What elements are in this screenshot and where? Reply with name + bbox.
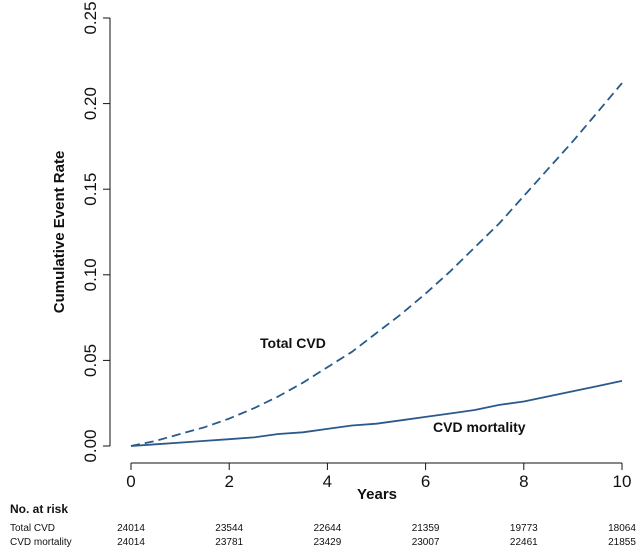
annotation-cvd-mortality: CVD mortality (433, 419, 526, 435)
risk-value-cvd-mortality: 23429 (313, 537, 341, 548)
risk-value-total-cvd: 22644 (313, 523, 341, 534)
axes: 0.00 0.05 0.10 0.15 0.20 0.25 0 2 4 6 8 10 (81, 1, 631, 491)
risk-value-total-cvd: 21359 (412, 523, 440, 534)
risk-values: 24014 23544 22644 21359 19773 18064 24014 23781… (117, 523, 636, 548)
x-tick-label: 8 (519, 472, 528, 491)
y-tick-label: 0.10 (81, 258, 100, 291)
x-tick-label: 4 (323, 472, 332, 491)
x-tick-label: 2 (224, 472, 233, 491)
x-tick-label: 6 (421, 472, 430, 491)
risk-row-label-cvd-mortality: CVD mortality (10, 537, 72, 548)
x-tick-label: 10 (613, 472, 632, 491)
risk-value-cvd-mortality: 24014 (117, 537, 145, 548)
x-axis-title: Years (357, 486, 397, 503)
series-line-cvd-mortality (130, 380, 623, 447)
risk-value-cvd-mortality: 23781 (215, 537, 243, 548)
plot-lines (130, 82, 623, 447)
risk-value-cvd-mortality: 22461 (510, 537, 538, 548)
x-ticks: 0 2 4 6 8 10 (126, 463, 631, 491)
risk-table: No. at risk Total CVD CVD mortality 2401… (10, 502, 636, 548)
y-tick-label: 0.20 (81, 87, 100, 120)
y-ticks: 0.00 0.05 0.10 0.15 0.20 0.25 (81, 1, 110, 463)
y-tick-label: 0.05 (81, 344, 100, 377)
y-tick-label: 0.25 (81, 1, 100, 34)
risk-row-label-total-cvd: Total CVD (10, 523, 55, 534)
risk-value-total-cvd: 19773 (510, 523, 538, 534)
y-tick-label: 0.00 (81, 429, 100, 462)
risk-value-cvd-mortality: 23007 (412, 537, 440, 548)
annotation-total-cvd: Total CVD (260, 335, 326, 351)
x-tick-label: 0 (126, 472, 135, 491)
risk-value-total-cvd: 23544 (215, 523, 243, 534)
risk-value-total-cvd: 18064 (608, 523, 636, 534)
risk-table-title: No. at risk (10, 502, 68, 516)
series-line-total-cvd (130, 82, 623, 447)
y-tick-label: 0.15 (81, 173, 100, 206)
risk-value-cvd-mortality: 21855 (608, 537, 636, 548)
risk-value-total-cvd: 24014 (117, 523, 145, 534)
y-axis-title: Cumulative Event Rate (51, 151, 68, 314)
